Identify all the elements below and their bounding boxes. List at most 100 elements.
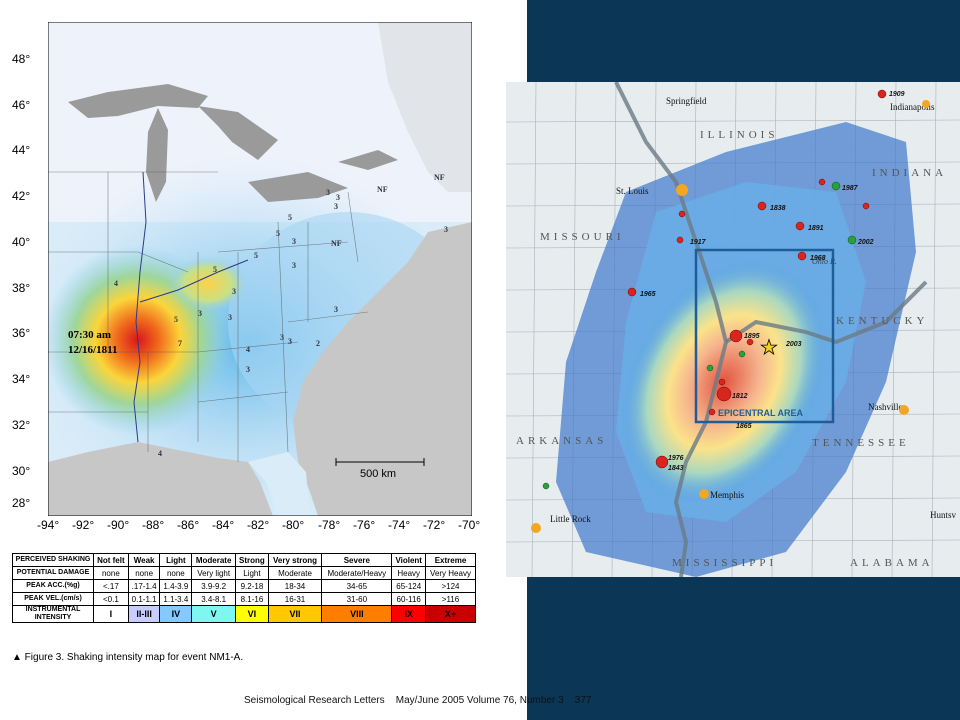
city-label: St. Louis	[616, 186, 649, 196]
event-year-label: 1843	[668, 465, 684, 472]
legend-cell: Heavy	[391, 566, 426, 580]
intensity-label: 3	[334, 305, 338, 314]
legend-cell: 34-65	[321, 579, 393, 593]
event-year-label: 2003	[785, 341, 802, 348]
event-year-label: 1812	[732, 393, 748, 400]
intensity-label: NF	[331, 239, 342, 248]
intensity-label: 3	[292, 261, 296, 270]
event-time-label: 07:30 am	[68, 329, 111, 341]
legend-cell: VI	[235, 605, 269, 623]
intensity-label: 3	[246, 365, 250, 374]
figure-caption: ▲ Figure 3. Shaking intensity map for ev…	[12, 652, 244, 663]
legend-cell: 8.1-16	[235, 592, 269, 606]
earthquake-marker	[818, 178, 826, 186]
earthquake-marker	[746, 338, 754, 346]
lon-label: -90°	[107, 518, 130, 532]
state-label: ILLINOIS	[700, 129, 778, 141]
event-date-label: 12/16/1811	[68, 344, 118, 356]
legend-row: PERCEIVED SHAKING Not felt Weak Light Modera…	[12, 553, 476, 567]
legend-cell: <.17	[93, 579, 129, 593]
intensity-label: 3	[232, 287, 236, 296]
legend-row-header: PEAK VEL.(cm/s)	[12, 592, 94, 606]
city-label: Nashville	[868, 402, 903, 412]
earthquake-marker	[862, 202, 870, 210]
city-label: Indianapolis	[890, 102, 935, 112]
intensity-label: 7	[178, 339, 182, 348]
legend-cell: 3.9-9.2	[191, 579, 237, 593]
legend-cell: I	[93, 605, 129, 623]
state-label: KENTUCKY	[836, 315, 929, 327]
legend-cell: Very strong	[267, 553, 323, 567]
intensity-legend-table: PERCEIVED SHAKING Not felt Weak Light Modera…	[12, 553, 476, 623]
legend-cell: 65-124	[391, 579, 426, 593]
intensity-label: 4	[114, 279, 118, 288]
earthquake-marker	[678, 210, 686, 218]
legend-cell: VII	[267, 605, 323, 623]
intensity-label: 3	[288, 337, 292, 346]
lat-label: 32°	[12, 418, 31, 432]
lon-label: -72°	[423, 518, 446, 532]
lat-label: 48°	[12, 52, 31, 66]
seismicity-map-container: EPICENTRAL AREA ★ ILLINOIS INDIANA MISSO…	[506, 82, 960, 577]
intensity-label: 5	[254, 251, 258, 260]
state-label: INDIANA	[872, 167, 947, 179]
legend-cell: 16-31	[267, 592, 323, 606]
lat-label: 36°	[12, 326, 31, 340]
intensity-label: 4	[246, 345, 250, 354]
intensity-label: 4	[158, 449, 162, 458]
event-year-label: 1891	[808, 225, 824, 232]
legend-row-header: POTENTIAL DAMAGE	[12, 566, 94, 580]
intensity-label: 3	[292, 237, 296, 246]
earthquake-marker	[729, 329, 743, 343]
city-label: Memphis	[710, 490, 744, 500]
lon-label: -86°	[177, 518, 200, 532]
event-year-label: 1895	[744, 333, 760, 340]
epicentral-area-label: EPICENTRAL AREA	[718, 408, 804, 418]
legend-cell: Light	[159, 553, 193, 567]
city-marker	[699, 489, 709, 499]
event-year-label: 1838	[770, 205, 786, 212]
lat-label: 44°	[12, 143, 31, 157]
legend-cell: Moderate/Heavy	[321, 566, 393, 580]
earthquake-marker-green	[738, 350, 746, 358]
lon-label: -82°	[247, 518, 270, 532]
intensity-label: 3	[198, 309, 202, 318]
state-label: TENNESSEE	[812, 437, 910, 449]
legend-cell: Moderate	[267, 566, 323, 580]
intensity-label: 3	[444, 225, 448, 234]
event-year-label: 1909	[889, 91, 905, 98]
earthquake-marker	[795, 221, 805, 231]
legend-cell: Moderate	[191, 553, 237, 567]
river-label: Ohio R.	[812, 257, 837, 266]
lon-label: -80°	[282, 518, 305, 532]
epicentral-area-box	[694, 248, 835, 424]
legend-cell: 60-116	[391, 592, 426, 606]
state-label: ALABAMA	[850, 557, 934, 569]
intensity-label: 3	[334, 202, 338, 211]
legend-cell: 1.1-3.4	[159, 592, 193, 606]
lat-label: 40°	[12, 235, 31, 249]
intensity-label: 3	[336, 193, 340, 202]
legend-cell: 1.4-3.9	[159, 579, 193, 593]
lat-label: 34°	[12, 372, 31, 386]
legend-cell: none	[127, 566, 161, 580]
legend-cell: Violent	[391, 553, 426, 567]
lon-label: -78°	[318, 518, 341, 532]
intensity-label: 2	[316, 339, 320, 348]
page-number: 377	[574, 695, 592, 706]
legend-row: PEAK ACC.(%g) <.17.17-1.4 1.4-3.9 3.9-9.2 9.…	[12, 579, 476, 593]
intensity-label: 3	[280, 333, 284, 342]
lon-label: -88°	[142, 518, 165, 532]
legend-cell: IV	[159, 605, 193, 623]
event-year-label: 1968	[810, 255, 826, 262]
journal-name: Seismological Research Letters	[244, 695, 385, 706]
lat-label: 46°	[12, 98, 31, 112]
event-year-label: 1965	[640, 291, 656, 298]
seismicity-map: EPICENTRAL AREA ★ ILLINOIS INDIANA MISSO…	[506, 82, 960, 577]
lat-label: 30°	[12, 464, 31, 478]
earthquake-marker-green	[847, 235, 857, 245]
legend-cell: Severe	[321, 553, 393, 567]
legend-cell: 9.2-18	[235, 579, 269, 593]
legend-cell: none	[159, 566, 193, 580]
star-icon: ★	[760, 337, 778, 359]
